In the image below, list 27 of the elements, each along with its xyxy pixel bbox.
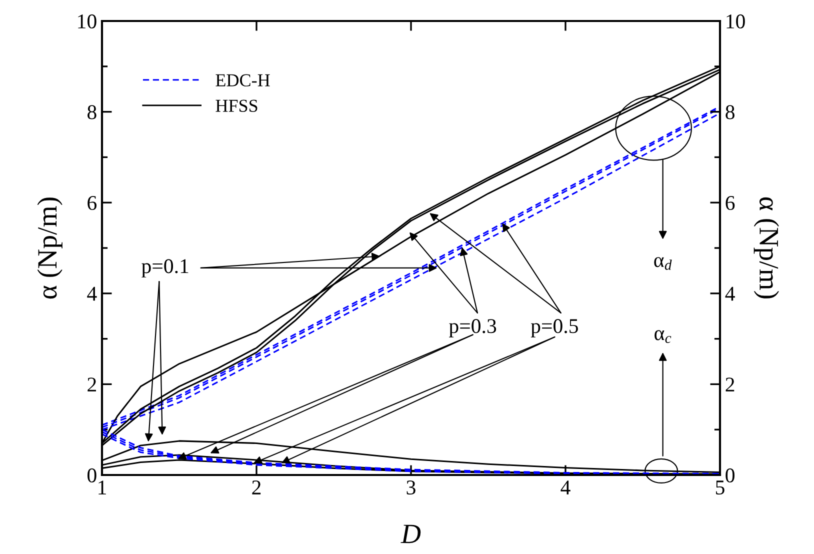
annotation: α$_{d}$ (654, 257, 672, 270)
annotation: p=0.1 (142, 259, 188, 278)
y2-tick-label: 6 (726, 196, 735, 210)
y2-tick-label: 10 (726, 14, 745, 28)
y-tick-label: 4 (87, 286, 97, 301)
annotation: p=0.5 (530, 319, 578, 338)
y-axis-title: α (Np/m) (37, 198, 62, 299)
y-tick-label: 6 (88, 196, 97, 210)
legend-label: EDC-H (216, 74, 270, 86)
x-tick-label: 3 (406, 480, 416, 495)
x-tick-label: 1 (98, 480, 106, 494)
x-tick-label: 5 (716, 480, 724, 495)
y2-tick-label: 4 (725, 286, 735, 301)
x-axis-title: D (400, 524, 421, 544)
x-tick-label: 2 (252, 480, 261, 494)
legend-label: HFSS (216, 100, 258, 112)
y-tick-label: 2 (88, 378, 96, 392)
y-tick-label: 0 (88, 468, 96, 482)
y2-tick-label: 8 (726, 105, 734, 120)
annotation: p=0.3 (449, 319, 496, 338)
y-tick-label: 10 (78, 14, 96, 28)
y-tick-label: 8 (88, 105, 96, 120)
y2-tick-label: 2 (726, 378, 734, 392)
annotation: α$_{c}$ (654, 330, 672, 344)
y2-axis-title: α (Np/m) (754, 197, 780, 298)
y2-tick-label: 0 (726, 468, 734, 482)
x-tick-label: 4 (560, 480, 570, 494)
